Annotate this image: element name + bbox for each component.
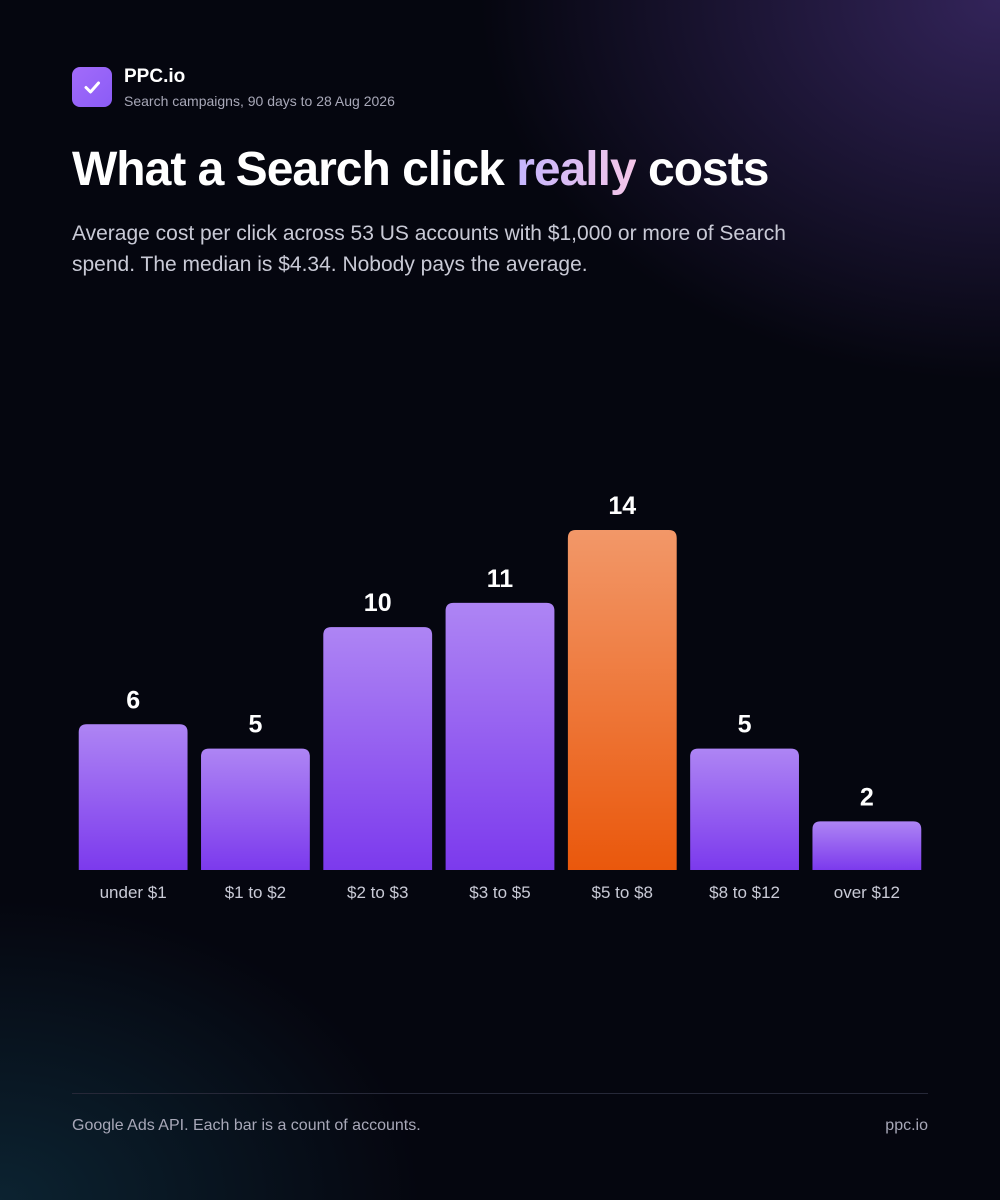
x-tick-label: $2 to $3	[347, 883, 408, 902]
x-tick-label: $8 to $12	[709, 883, 780, 902]
chart-title: What a Search click really costs	[72, 142, 769, 197]
title-text: What a Search click	[72, 143, 505, 196]
value-label: 5	[738, 711, 752, 739]
value-label: 10	[364, 589, 392, 617]
x-tick-label: under $1	[100, 883, 167, 902]
value-label: 5	[248, 711, 262, 739]
bar-sheen	[812, 821, 922, 870]
x-tick-label: $5 to $8	[592, 883, 653, 902]
title-highlight: really	[516, 143, 636, 196]
bar-sheen	[567, 530, 677, 870]
brand-name: PPC.io	[124, 66, 186, 87]
value-label: 14	[608, 492, 636, 520]
x-tick-label: $3 to $5	[469, 883, 530, 902]
bar-sheen	[201, 748, 310, 870]
value-label: 11	[487, 565, 514, 593]
divider	[72, 1093, 928, 1094]
chart-subtitle: Average cost per click across 53 US acco…	[72, 222, 786, 276]
x-tick-label: $1 to $2	[225, 883, 286, 902]
x-tick-label: over $12	[834, 883, 900, 902]
bar-sheen	[690, 748, 799, 870]
bar-sheen	[445, 602, 555, 870]
title-text: costs	[648, 143, 769, 196]
bar-sheen	[78, 724, 188, 870]
logo	[72, 67, 112, 107]
value-label: 2	[860, 783, 874, 811]
logo-check	[84, 81, 100, 94]
bar-sheen	[323, 627, 433, 870]
brand-subtitle: Search campaigns, 90 days to 28 Aug 2026	[124, 93, 395, 109]
footer-note: Google Ads API. Each bar is a count of a…	[72, 1117, 421, 1134]
footer-site: ppc.io	[885, 1117, 928, 1134]
value-label: 6	[126, 686, 140, 714]
